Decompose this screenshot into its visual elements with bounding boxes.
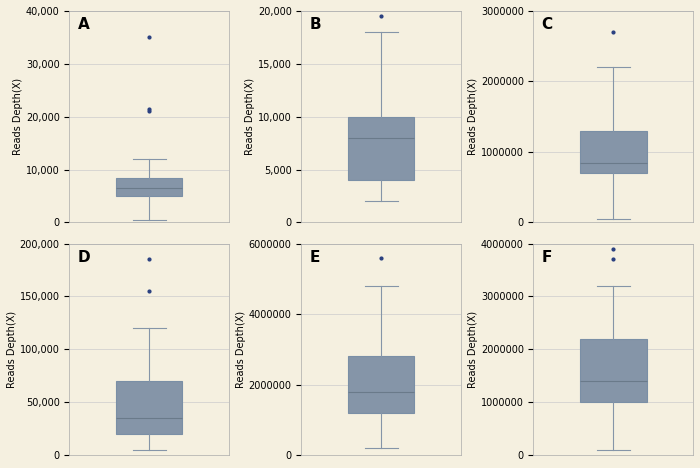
Y-axis label: Reads Depth(X): Reads Depth(X) — [468, 311, 478, 388]
Y-axis label: Reads Depth(X): Reads Depth(X) — [236, 311, 246, 388]
Text: A: A — [78, 17, 89, 32]
Text: E: E — [309, 250, 320, 265]
PathPatch shape — [116, 381, 183, 434]
Y-axis label: Reads Depth(X): Reads Depth(X) — [245, 78, 255, 155]
PathPatch shape — [580, 131, 647, 173]
PathPatch shape — [348, 356, 414, 413]
Y-axis label: Reads Depth(X): Reads Depth(X) — [468, 78, 478, 155]
Text: C: C — [542, 17, 552, 32]
PathPatch shape — [348, 117, 414, 180]
PathPatch shape — [116, 177, 183, 196]
Text: D: D — [78, 250, 90, 265]
Text: F: F — [542, 250, 552, 265]
PathPatch shape — [580, 339, 647, 402]
Y-axis label: Reads Depth(X): Reads Depth(X) — [13, 78, 23, 155]
Text: B: B — [309, 17, 321, 32]
Y-axis label: Reads Depth(X): Reads Depth(X) — [7, 311, 17, 388]
